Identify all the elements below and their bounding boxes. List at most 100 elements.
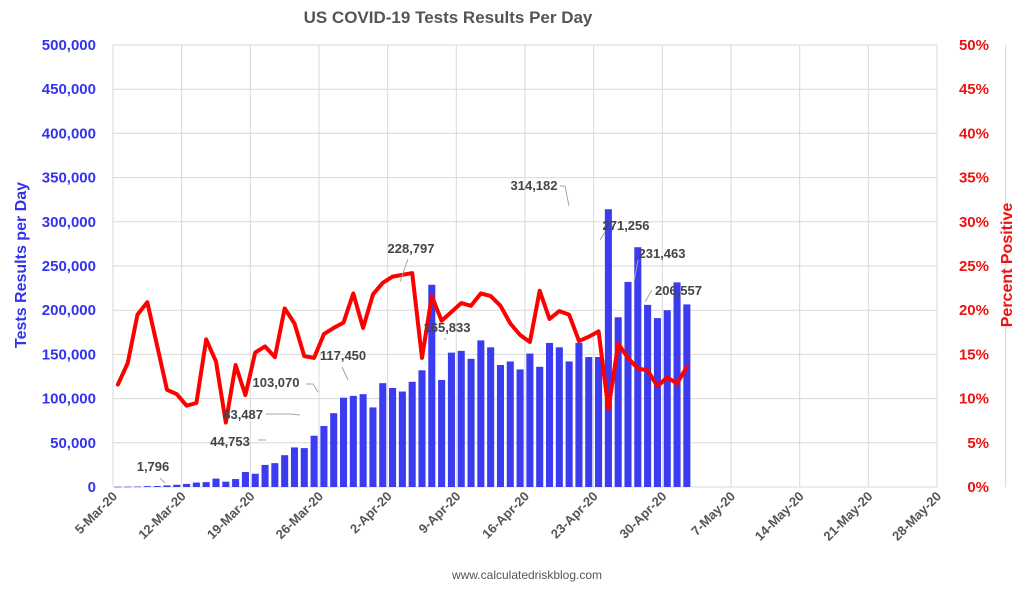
bar	[232, 479, 240, 487]
data-annotations: 1,796 44,753 83,487 103,070 117,450 228,797 16…	[137, 178, 702, 484]
bar	[516, 369, 524, 487]
bar	[261, 464, 269, 487]
right-y-tick-label: 35%	[959, 170, 989, 187]
chart-title: US COVID-19 Tests Results Per Day	[304, 8, 593, 27]
annotation-label: 314,182	[511, 178, 558, 193]
annotation-label: 228,797	[388, 241, 435, 256]
bar	[457, 350, 465, 487]
bar	[624, 281, 632, 487]
left-y-axis-label: Tests Results per Day	[13, 182, 30, 348]
annotation-leader	[599, 231, 606, 241]
right-y-tick-label: 20%	[959, 302, 989, 319]
bar	[330, 413, 338, 487]
bar	[192, 482, 200, 487]
annotation-label: 206,557	[655, 283, 702, 298]
annotation-label: 44,753	[210, 434, 250, 449]
bar	[398, 391, 406, 487]
annotation-label: 1,796	[137, 459, 170, 474]
bar	[545, 342, 554, 487]
bar	[124, 486, 132, 488]
bar	[526, 353, 534, 487]
left-y-tick-label: 200,000	[42, 302, 96, 319]
annotation-leader	[633, 259, 639, 283]
right-y-tick-label: 5%	[967, 435, 989, 452]
bar	[389, 387, 397, 487]
x-tick-label: 16-Apr-20	[479, 489, 532, 542]
bar	[281, 455, 289, 487]
bar	[428, 284, 436, 487]
annotation-label: 231,463	[639, 246, 686, 261]
left-y-tick-label: 50,000	[50, 435, 96, 452]
bar	[133, 486, 142, 488]
left-y-tick-label: 300,000	[42, 214, 96, 231]
right-y-tick-label: 25%	[959, 258, 989, 275]
bar	[251, 473, 259, 487]
annotation-label: 103,070	[253, 375, 300, 390]
bar	[114, 486, 122, 488]
right-y-tick-label: 45%	[959, 81, 989, 98]
bar	[496, 365, 505, 487]
x-tick-label: 21-May-20	[820, 489, 875, 544]
annotation-label: 83,487	[223, 407, 263, 422]
annotation-leader	[159, 477, 166, 484]
right-y-axis-label: Percent Positive	[999, 203, 1016, 328]
bar	[143, 486, 151, 487]
x-tick-label: 9-Apr-20	[416, 489, 464, 537]
bar	[447, 352, 455, 487]
x-tick-label: 30-Apr-20	[616, 489, 669, 542]
gridlines	[112, 44, 1007, 488]
bar	[487, 347, 495, 487]
bar	[222, 481, 230, 487]
bar	[644, 304, 652, 487]
x-tick-label: 19-Mar-20	[204, 489, 258, 543]
bar	[614, 317, 622, 487]
bar	[212, 478, 220, 487]
left-y-tick-label: 350,000	[42, 170, 96, 187]
bar	[595, 357, 603, 487]
x-tick-label: 26-Mar-20	[273, 489, 327, 543]
x-axis-ticks: 5-Mar-20 12-Mar-20 19-Mar-20 26-Mar-20 2-Apr…	[72, 489, 944, 544]
bar	[467, 358, 475, 487]
bar	[183, 483, 191, 487]
annotation-leader	[560, 185, 570, 207]
bar	[418, 370, 426, 487]
left-y-tick-label: 400,000	[42, 125, 96, 142]
bar	[438, 380, 446, 487]
right-y-tick-label: 0%	[967, 479, 989, 496]
right-y-axis-ticks: 0% 5% 10% 15% 20% 25% 30% 35% 40% 45% 50%	[959, 37, 989, 496]
bar	[379, 383, 387, 487]
bar	[683, 304, 691, 487]
bar	[310, 435, 318, 487]
bar	[663, 310, 671, 487]
bar	[477, 340, 485, 487]
x-tick-label: 12-Mar-20	[135, 489, 189, 543]
annotation-label: 165,833	[424, 320, 471, 335]
left-y-tick-label: 500,000	[42, 37, 96, 54]
right-y-tick-label: 10%	[959, 391, 989, 408]
bar	[604, 209, 612, 487]
bar	[320, 426, 328, 487]
bar	[153, 486, 161, 487]
bar	[349, 395, 357, 487]
annotation-leader	[399, 258, 409, 283]
bar	[359, 394, 367, 487]
bar	[202, 482, 210, 487]
bar	[339, 397, 348, 487]
bar	[369, 407, 377, 487]
x-tick-label: 2-Apr-20	[347, 489, 395, 537]
bar	[173, 484, 181, 487]
bar	[555, 347, 563, 487]
right-y-tick-label: 50%	[959, 37, 989, 54]
annotation-label: 117,450	[320, 348, 366, 363]
bar	[575, 342, 583, 487]
bar	[565, 361, 573, 487]
left-y-tick-label: 0	[88, 479, 96, 496]
annotation-leader	[306, 383, 319, 393]
left-y-tick-label: 100,000	[42, 391, 96, 408]
annotation-leader	[266, 413, 301, 416]
source-label: www.calculatedriskblog.com	[451, 568, 602, 582]
bar	[300, 448, 308, 487]
x-tick-label: 23-Apr-20	[548, 489, 601, 542]
annotation-leader	[341, 366, 349, 381]
x-tick-label: 14-May-20	[752, 489, 807, 544]
